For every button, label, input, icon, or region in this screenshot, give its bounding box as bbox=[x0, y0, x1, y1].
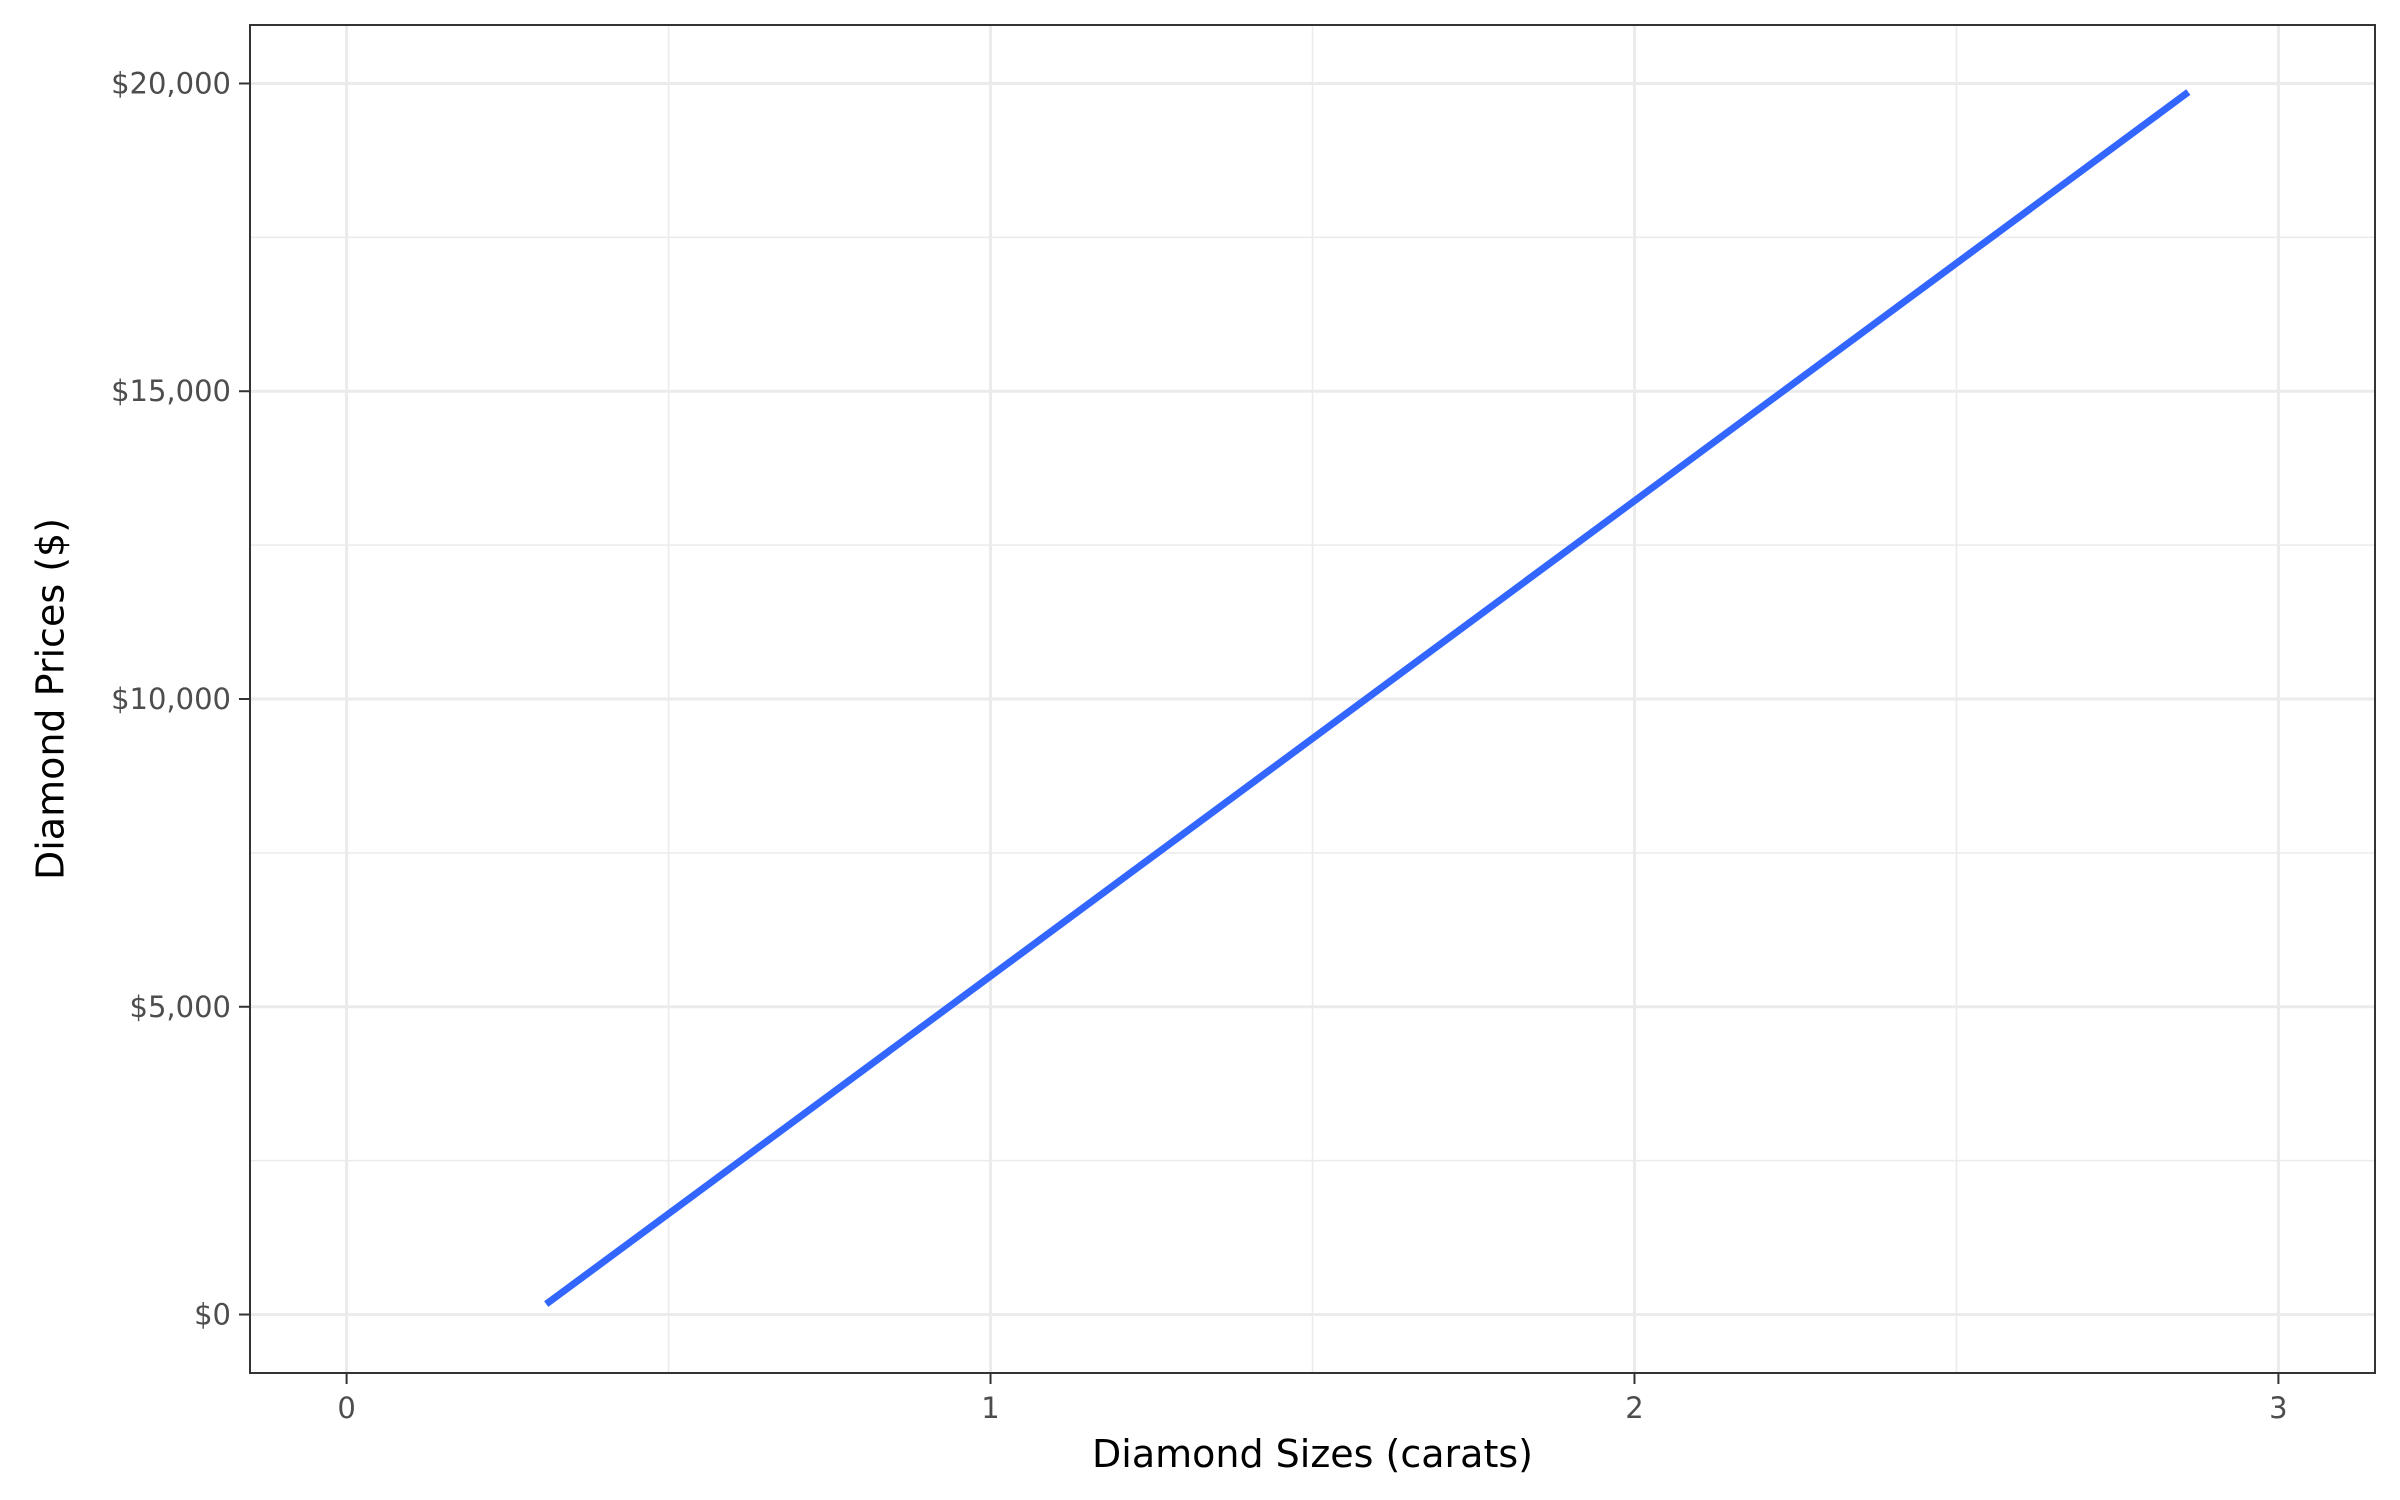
y-tick-label: $20,000 bbox=[111, 66, 231, 100]
x-axis-title: Diamond Sizes (carats) bbox=[1092, 1432, 1533, 1476]
x-axis-ticks: 0 1 2 3 bbox=[337, 1373, 2288, 1425]
minor-gridlines bbox=[250, 25, 2375, 1373]
y-axis-ticks: $0 $5,000 $10,000 $15,000 $20,000 bbox=[111, 66, 250, 1332]
x-tick-label: 2 bbox=[1625, 1391, 1643, 1425]
y-tick-label: $5,000 bbox=[130, 990, 231, 1024]
y-axis-title: Diamond Prices ($) bbox=[28, 518, 72, 880]
y-tick-label: $10,000 bbox=[111, 682, 231, 716]
y-tick-label: $15,000 bbox=[111, 374, 231, 408]
x-tick-label: 1 bbox=[981, 1391, 999, 1425]
x-tick-label: 0 bbox=[337, 1391, 355, 1425]
series-line-0 bbox=[544, 89, 2191, 1307]
y-tick-label: $0 bbox=[194, 1298, 231, 1332]
x-tick-label: 3 bbox=[2269, 1391, 2287, 1425]
major-gridlines bbox=[250, 25, 2375, 1373]
series-layer bbox=[544, 89, 2191, 1307]
